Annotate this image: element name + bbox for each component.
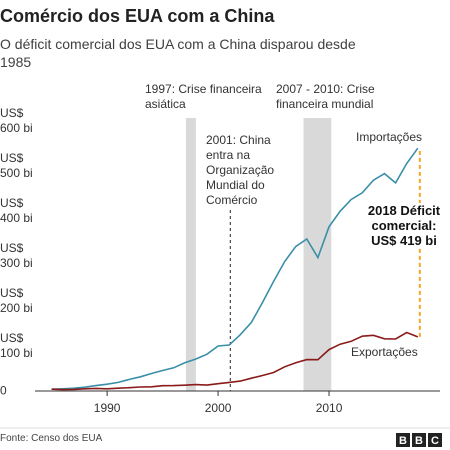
shaded-period <box>303 118 332 391</box>
logo-box <box>428 433 442 447</box>
series-label: Importações <box>356 130 423 144</box>
y-tick-label: US$ 200 bi <box>0 286 33 315</box>
x-tick-label: 2010 <box>316 401 343 415</box>
x-tick-label: 1990 <box>94 401 121 415</box>
x-tick-label: 2000 <box>205 401 232 415</box>
series-line <box>51 147 419 390</box>
y-tick-label: 0 <box>0 383 7 398</box>
shaded-period <box>185 118 196 391</box>
period-label: 2007 - 2010: Crise financeira mundial <box>276 82 375 111</box>
series-line <box>51 331 419 391</box>
y-tick-label: US$ 400 bi <box>0 196 33 225</box>
period-label: 1997: Crise financeira asiática <box>145 82 262 111</box>
y-tick-label: US$ 300 bi <box>0 241 33 270</box>
y-tick-label: US$ 500 bi <box>0 151 33 180</box>
source: Fonte: Censo dos EUA <box>0 433 103 444</box>
y-tick-label: US$ 600 bi <box>0 106 33 135</box>
chart-subtitle: O déficit comercial dos EUA com a China … <box>0 36 356 70</box>
series-label: Exportações <box>351 345 418 359</box>
event-label: 2001: China entra na Organização Mundial… <box>206 133 284 208</box>
logo: BBC <box>399 435 439 447</box>
y-tick-label: US$ 100 bi <box>0 331 33 360</box>
logo-box <box>396 433 410 447</box>
chart-title: Comércio dos EUA com a China <box>0 6 275 26</box>
deficit-label: 2018 Déficit comercial: US$ 419 bi <box>365 203 443 248</box>
logo-box <box>412 433 426 447</box>
